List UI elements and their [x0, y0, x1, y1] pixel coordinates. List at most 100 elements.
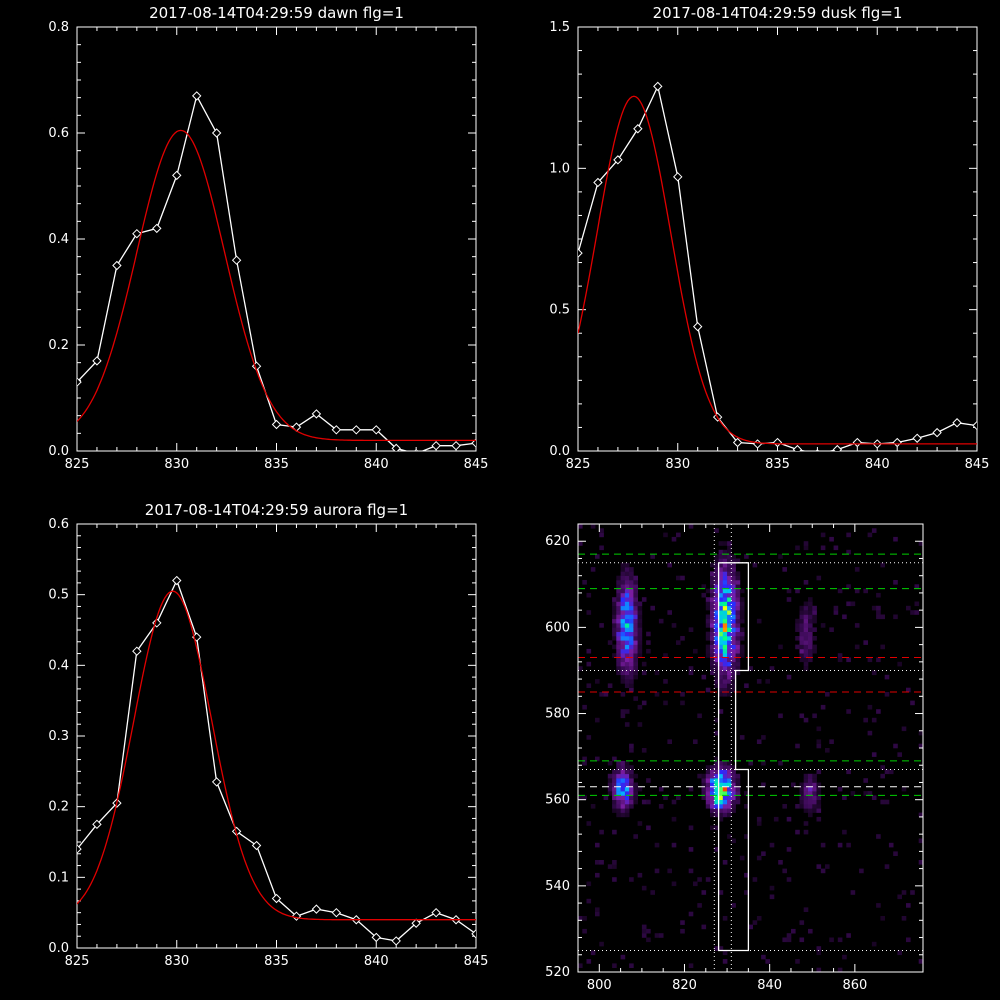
heatmap-cell: [744, 791, 749, 796]
observed-spectrum-line: [77, 578, 476, 942]
heatmap-cell: [607, 786, 613, 792]
heatmap-cell: [722, 687, 728, 693]
heatmap-cell: [914, 601, 920, 607]
heatmap-cell: [910, 610, 915, 615]
data-point-diamond: [892, 437, 902, 448]
heatmap-cell: [727, 791, 732, 796]
heatmap-cell: [808, 618, 813, 624]
heatmap-cell: [616, 653, 621, 658]
heatmap-cell: [727, 773, 732, 779]
data-point-diamond: [815, 449, 820, 451]
heatmap-cell: [599, 692, 604, 697]
heatmap-cell: [616, 657, 621, 663]
heatmap-cell: [735, 773, 741, 779]
heatmap-cell: [727, 562, 732, 568]
heatmap-cell: [722, 666, 728, 671]
heatmap-cell: [816, 575, 822, 581]
heatmap-cell: [710, 825, 715, 831]
heatmap-cell: [880, 799, 885, 805]
data-point-diamond: [578, 248, 583, 258]
heatmap-cell: [816, 816, 822, 822]
heatmap-cell: [739, 627, 745, 632]
heatmap-cell: [722, 644, 728, 650]
heatmap-cell: [735, 648, 741, 654]
heatmap-cell: [718, 661, 724, 667]
heatmap-cell: [714, 601, 719, 607]
heatmap-cell: [595, 717, 600, 723]
heatmap-cell: [710, 808, 715, 813]
heatmap-cell: [701, 584, 707, 589]
heatmap-cell: [612, 610, 617, 615]
heatmap-cell: [612, 769, 617, 775]
heatmap-cell: [731, 838, 736, 844]
heatmap-cell: [612, 605, 617, 611]
x-tick-label: 820: [672, 978, 697, 993]
heatmap-cell: [731, 584, 736, 589]
heatmap-cell: [637, 644, 643, 650]
heatmap-cell: [803, 627, 809, 632]
heatmap-cell: [688, 627, 694, 632]
heatmap-cell: [595, 842, 600, 848]
heatmap-cell: [799, 648, 805, 654]
heatmap-cell: [735, 786, 741, 792]
heatmap-cell: [616, 605, 621, 611]
heatmap-cell: [701, 592, 707, 598]
heatmap-cell: [812, 786, 817, 792]
heatmap-cell: [918, 541, 924, 546]
heatmap-cell: [616, 799, 621, 805]
heatmap-cell: [829, 739, 834, 744]
heatmap-cell: [739, 610, 745, 615]
heatmap-cell: [803, 717, 809, 723]
heatmap-cell: [812, 610, 817, 615]
heatmap-cell: [637, 648, 643, 654]
heatmap-cell: [629, 786, 634, 792]
heatmap-cell: [612, 782, 617, 788]
heatmap-cell: [620, 644, 626, 650]
heatmap-cell: [705, 773, 711, 779]
heatmap-cell: [714, 558, 719, 564]
heatmap-cell: [624, 808, 630, 813]
heatmap-cell: [906, 687, 911, 693]
heatmap-cell: [722, 661, 728, 667]
heatmap-cell: [799, 799, 805, 805]
y-tick-label: 560: [545, 793, 570, 808]
heatmap-cell: [620, 567, 626, 572]
heatmap-cell: [616, 769, 621, 775]
heatmap-cell: [620, 666, 626, 671]
heatmap-cell: [846, 709, 851, 714]
heatmap-cell: [616, 636, 621, 641]
heatmap-cell: [633, 640, 638, 645]
heatmap-cell: [799, 631, 805, 637]
heatmap-cell: [620, 636, 626, 641]
heatmap-cell: [714, 627, 719, 632]
heatmap-cell: [616, 786, 621, 792]
heatmap-cell: [582, 916, 587, 921]
heatmap-cell: [731, 791, 736, 796]
heatmap-cell: [722, 657, 728, 663]
heatmap-cell: [718, 679, 724, 684]
heatmap-cell: [582, 760, 587, 766]
heatmap-cell: [629, 743, 634, 749]
heatmap-cell: [833, 610, 839, 615]
heatmap-cell: [718, 890, 724, 895]
y-tick-label: 620: [545, 534, 570, 549]
heatmap-cell: [808, 601, 813, 607]
heatmap-cell: [629, 782, 634, 788]
heatmap-cell: [688, 963, 694, 968]
heatmap-cell: [667, 610, 672, 615]
heatmap-cell: [727, 541, 732, 546]
heatmap-cell: [629, 653, 634, 658]
heatmap-cell: [722, 605, 728, 611]
heatmap-cell: [718, 580, 724, 585]
heatmap-cell: [795, 636, 800, 641]
heatmap-cell: [629, 623, 634, 628]
heatmap-cell: [727, 623, 732, 628]
heatmap-cell: [846, 933, 851, 938]
heatmap-cell: [714, 657, 719, 663]
heatmap-cell: [714, 756, 719, 762]
heatmap-cell: [624, 588, 630, 594]
heatmap-cell: [582, 580, 587, 585]
heatmap-cell: [722, 558, 728, 564]
heatmap-cell: [812, 791, 817, 796]
heatmap-cell: [833, 545, 839, 551]
